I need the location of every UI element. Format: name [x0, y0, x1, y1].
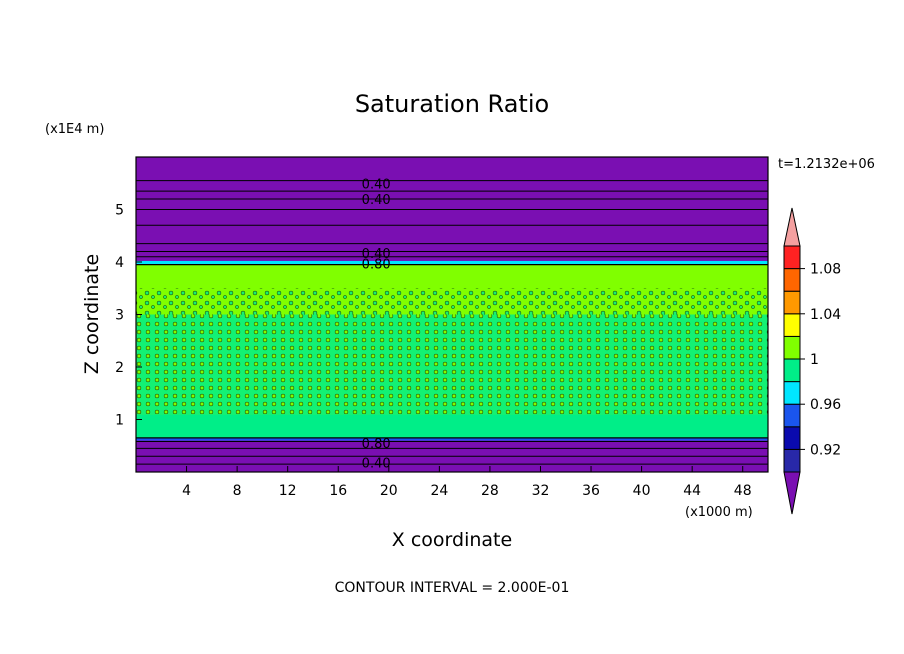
colorbar-label: 0.92	[810, 442, 841, 458]
colorbar-box	[783, 358, 801, 383]
y-ticks: 1 2 3 4 5	[115, 203, 142, 429]
contour-label: 0.40	[362, 193, 391, 208]
y-tick-label: 2	[115, 360, 124, 376]
colorbar-label: 1.08	[810, 262, 841, 278]
y-tick-label: 3	[115, 308, 124, 324]
x-tick-label: 48	[734, 483, 752, 499]
plot-area	[135, 156, 769, 473]
moist-upper-texture	[136, 288, 768, 315]
contour-label: 0.40	[362, 177, 391, 192]
chart-title: Saturation Ratio	[355, 90, 549, 118]
x-tick-label: 20	[380, 483, 398, 499]
colorbar-box	[783, 335, 801, 360]
colorbar: 0.92 0.96 1 1.04 1.08	[783, 207, 841, 515]
colorbar-upper-arrow	[783, 207, 801, 247]
contour-label: 0.40	[362, 457, 391, 472]
contour-interval-footer: CONTOUR INTERVAL = 2.000E-01	[335, 580, 570, 596]
x-unit-label: (x1000 m)	[685, 505, 753, 520]
x-tick-label: 4	[182, 483, 191, 499]
colorbar-box	[783, 313, 801, 337]
moist-bottom-edge	[136, 437, 768, 441]
x-tick-label: 32	[532, 483, 550, 499]
x-ticks: 4 8 12 16 20 24 28 32 36 40 44 48	[182, 466, 752, 499]
colorbar-box	[783, 426, 801, 450]
y-tick-label: 4	[115, 255, 124, 271]
x-tick-label: 16	[329, 483, 347, 499]
y-unit-label: (x1E4 m)	[45, 122, 104, 137]
moist-top-edge	[136, 260, 768, 265]
x-axis-label: X coordinate	[392, 529, 512, 551]
colorbar-label: 0.96	[810, 397, 841, 413]
colorbar-box	[783, 245, 801, 270]
colorbar-label: 1	[810, 352, 819, 368]
contour-label: 0.80	[362, 258, 391, 273]
colorbar-box	[783, 381, 801, 405]
colorbar-box	[783, 448, 801, 473]
colorbar-lower-arrow	[783, 471, 801, 515]
x-tick-label: 36	[582, 483, 600, 499]
moist-core-texture	[136, 314, 768, 415]
time-label: t=1.2132e+06	[778, 157, 875, 172]
contour-label: 0.40	[362, 247, 391, 262]
x-tick-label: 12	[279, 483, 297, 499]
y-axis-label: Z coordinate	[81, 254, 103, 374]
x-tick-label: 28	[481, 483, 499, 499]
y-tick-label: 5	[115, 203, 124, 219]
colorbar-box	[783, 403, 801, 428]
x-tick-label: 44	[683, 483, 701, 499]
y-tick-label: 1	[115, 413, 124, 429]
colorbar-label: 1.04	[810, 307, 841, 323]
contour-label: 0.80	[362, 437, 391, 452]
contour-labels: 0.400.400.400.800.800.40	[362, 177, 391, 471]
colorbar-box	[783, 290, 801, 315]
x-tick-label: 24	[430, 483, 448, 499]
colorbar-box	[783, 268, 801, 292]
x-tick-label: 40	[633, 483, 651, 499]
x-tick-label: 8	[233, 483, 242, 499]
moist-lower-band	[136, 414, 768, 438]
